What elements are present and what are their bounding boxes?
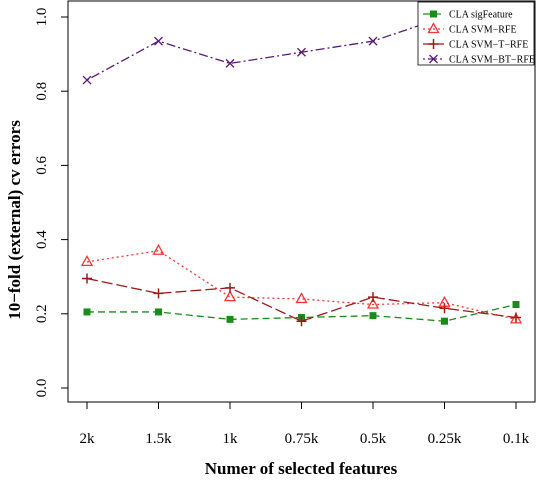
legend-label: CLA sigFeature: [449, 10, 513, 21]
series-3: [82, 273, 521, 327]
x-tick-label: 0.5k: [360, 431, 387, 447]
y-tick-label: 0.0: [34, 379, 50, 398]
y-tick-label: 0.2: [34, 304, 50, 323]
legend: CLA sigFeature CLA SVM−RFE CLA SVM−T−RFE CL…: [417, 1, 535, 66]
x-tick-label: 1.5k: [145, 431, 172, 447]
x-tick-label: 0.1k: [503, 431, 530, 447]
x-tick-label: 0.25k: [428, 431, 462, 447]
legend-marker: [428, 39, 439, 49]
y-tick-label: 0.8: [34, 82, 50, 101]
x-axis: 2k 1.5k 1k 0.75k 0.5k 0.25k 0.1k: [80, 401, 530, 447]
data-point: [223, 290, 237, 302]
x-tick-label: 0.75k: [285, 431, 319, 447]
data-point: [295, 292, 308, 304]
data-point: [512, 301, 520, 309]
y-axis: 0.0 0.2 0.4 0.6 0.8 1.0: [34, 8, 69, 398]
data-point: [296, 316, 307, 327]
series-2: [80, 243, 523, 324]
data-point: [511, 312, 521, 323]
data-point: [153, 288, 164, 299]
x-axis-title: Numer of selected features: [205, 459, 398, 478]
data-point: [441, 317, 448, 325]
y-tick-label: 1.0: [34, 8, 50, 27]
data-point: [366, 297, 380, 309]
data-point: [152, 243, 165, 255]
data-point: [80, 255, 94, 267]
data-point: [368, 36, 378, 46]
data-point: [297, 47, 306, 57]
legend-marker: [427, 22, 440, 34]
x-tick-label: 2k: [80, 431, 96, 447]
series-layer: [80, 12, 523, 327]
data-point: [82, 273, 92, 284]
y-tick-label: 0.6: [34, 156, 50, 175]
legend-box: [417, 1, 535, 66]
x-tick-label: 1k: [223, 431, 239, 447]
legend-marker: [430, 10, 437, 18]
y-axis-title: 10−fold (external) cv errors: [5, 120, 24, 320]
data-point: [225, 282, 235, 293]
data-point: [82, 75, 92, 85]
legend-entry: CLA SVM−RFE: [423, 22, 517, 36]
legend-entry: CLA sigFeature: [423, 10, 513, 21]
data-point: [369, 312, 377, 320]
legend-label: CLA SVM−BT−RFE: [449, 55, 535, 66]
legend-entry: CLA SVM−BT−RFE: [423, 55, 535, 66]
data-point: [226, 315, 234, 323]
data-point: [368, 292, 378, 303]
data-point: [83, 308, 91, 316]
data-point: [225, 58, 235, 68]
legend-label: CLA SVM−RFE: [449, 25, 517, 36]
data-point: [439, 303, 450, 314]
data-point: [154, 36, 163, 46]
data-point: [509, 312, 523, 324]
legend-label: CLA SVM−T−RFE: [449, 40, 528, 51]
legend-marker: [429, 54, 438, 64]
legend-entry: CLA SVM−T−RFE: [423, 39, 528, 51]
data-point: [155, 308, 162, 316]
y-tick-label: 0.4: [34, 230, 50, 249]
